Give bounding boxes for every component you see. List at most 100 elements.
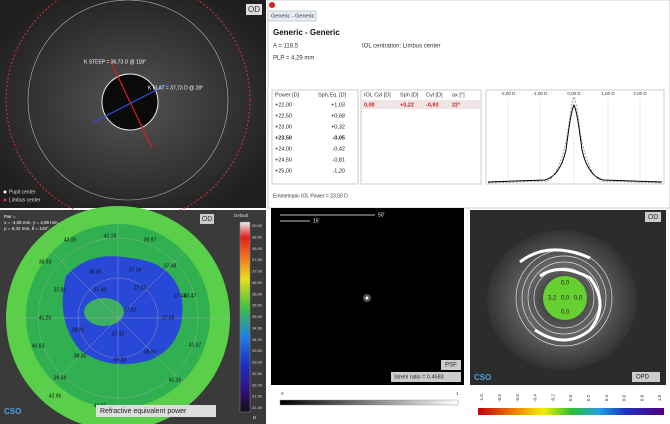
opd-map [543,276,587,320]
legend-marker [3,190,7,194]
map-value: 39.59 [54,375,67,381]
table-cell: +23,00 [275,124,292,130]
plot-tick-label: -1,00 D [533,91,549,96]
opd-value: 3,2 [548,296,557,302]
map-info: Pwr = [4,214,16,219]
map-value: 37.32 [124,307,137,313]
scale-label: 32.00 [252,382,263,387]
legend-item: Pupil center [9,189,36,195]
tab-label: Generic - Generic [271,13,315,19]
bar-label: -1.0 [479,394,484,402]
table-header: Sph [D] [400,92,419,98]
power-table [271,89,359,185]
map-value: 37.03 [134,285,147,291]
table-cell: -0,42 [332,146,345,152]
k-steep: K STEEP = 36,73 D @ 118° [84,59,146,65]
table-cell: +24,00 [275,146,292,152]
logo: CSO [474,373,491,382]
eye-label: OD [648,214,659,221]
table-cell: -0,93 [426,102,439,108]
plot-tick-label: 1,00 D [601,91,615,96]
psf-badge [441,360,461,370]
opd-value: 0,0 [561,296,570,302]
table-cell: +22,00 [275,102,292,108]
strehl-badge [391,372,461,382]
map-value: 37.42 [112,331,125,337]
map-value: 37.34 [129,267,142,273]
map-value: 39.97 [144,237,157,243]
scale-unit: D [253,415,257,420]
bar-label: 1.0 [657,394,662,401]
contour [519,248,602,342]
map-value: 37.48 [164,263,177,269]
scale-label: 37.00 [252,269,263,274]
map-value: 37.48 [174,293,187,299]
map-info: x = -4,08 mm, y = 4,99 mm [4,220,58,225]
eye-label: OD [202,216,213,223]
scale-label: 35.50 [252,303,263,308]
table-cell: +24,50 [275,157,292,163]
opd-selector[interactable] [632,372,660,382]
table-cell: -0,81 [332,157,345,163]
scale-label: 35.00 [252,314,263,319]
table-header: Power [D] [275,92,300,98]
table-header: IOL Cyl [D] [364,92,391,98]
table-cell: 0,00 [364,102,375,108]
bar-label: -0.4 [533,394,538,402]
scale-label: 38.00 [252,246,263,251]
bar-label: 0.2 [586,394,591,401]
scale-label: 39.00 [252,223,263,228]
table-cell: +0,32 [331,124,345,130]
color-scale [239,221,251,413]
plot [485,89,665,185]
map-value: 43.05 [64,237,77,243]
opd-bar [478,408,664,415]
map-value: 42.96 [49,393,62,399]
scale-title: Default [234,213,249,218]
scale-label: 33.00 [252,360,263,365]
k-flat: K FLAT = 37,73 D @ 28° [148,85,203,91]
scale-label: 50' [378,212,385,218]
ring [27,0,229,201]
map-value: 38.93 [39,259,52,265]
table-cell: 22° [452,102,460,108]
table-header: ax [°] [452,92,465,98]
map-value: 37.08 [162,315,175,321]
cyl-row-highlight [362,100,480,109]
bar-label: 0.8 [639,394,644,401]
eye-badge [200,214,214,224]
map-value: 37.81 [54,287,67,293]
a-constant: A = 118,5 [273,44,299,50]
map-value: 38.36 [89,269,102,275]
table-cell: +23,50 [275,135,292,141]
map-value: 37.40 [94,287,107,293]
map-value: 40.63 [32,343,45,349]
table-cell: -1,20 [332,168,345,174]
scale-label: 36.50 [252,280,263,285]
map-name: Refractive equivalent power [100,408,187,415]
steep-axis [109,59,153,149]
map-value: 40.47 [184,293,197,299]
legend-marker [3,198,7,202]
cyl-table [360,89,482,185]
bar-label: -0.8 [497,394,502,402]
opd-value: 0,0 [561,281,570,287]
plot-curve [487,104,663,183]
scale-label: 32.50 [252,371,263,376]
plot-tick-label: 2,00 D [633,91,647,96]
psf-label: PSF [445,363,457,369]
scale-label: 36.00 [252,291,263,296]
map-selector[interactable] [96,405,216,417]
iol-title: Generic - Generic [273,28,340,37]
table-cell: +1,03 [331,102,345,108]
tab[interactable] [267,10,317,22]
close-button[interactable] [269,2,275,8]
bar-label: 0.0 [568,394,573,401]
scale-label: 15' [313,218,320,224]
table-cell: -0,05 [332,135,345,141]
map-value: 41.19 [104,233,117,239]
scale-label: 33.50 [252,348,263,353]
strehl: Strehl ratio = 0,4583 [394,374,444,380]
